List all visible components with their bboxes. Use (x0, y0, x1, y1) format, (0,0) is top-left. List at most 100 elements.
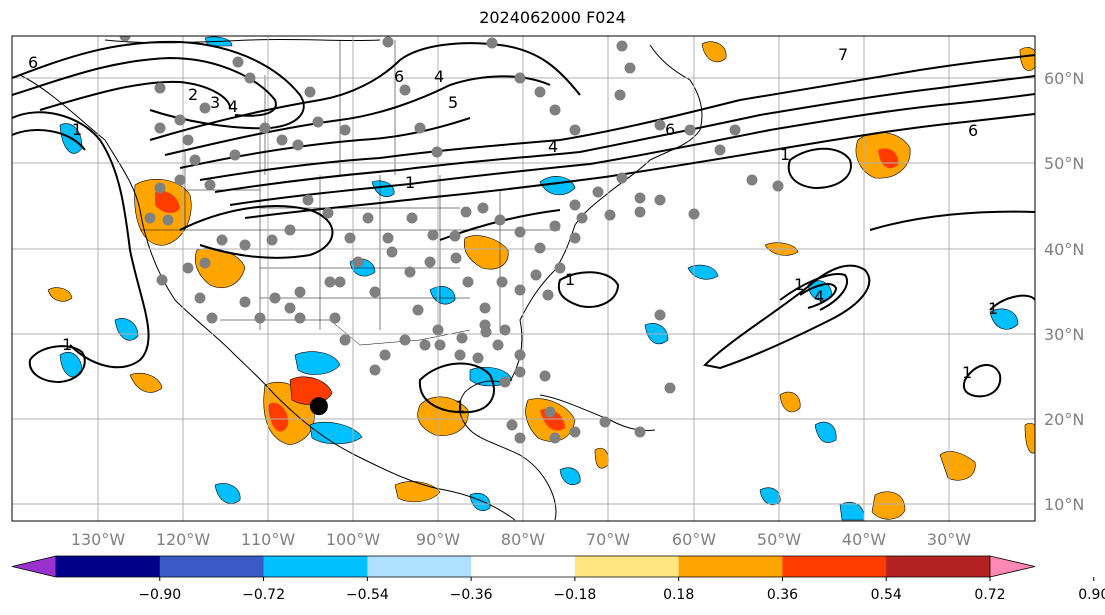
colorbar-swatch (263, 556, 368, 577)
lat-label: 30°N (1044, 325, 1084, 344)
contour-label: 6 (968, 121, 978, 140)
colorbar-extend-low (11, 555, 57, 578)
contour-label: 1 (988, 299, 998, 318)
station-dot (266, 234, 278, 246)
colorbar-swatch (574, 556, 680, 577)
station-dot (456, 332, 468, 344)
station-dot (276, 134, 288, 146)
station-dot (189, 154, 201, 166)
colorbar: −0.90 −0.72 −0.54 −0.36 −0.18 0.18 0.36 0.54 0.7… (11, 555, 1105, 603)
station-dot (654, 309, 666, 321)
colorbar-swatch (367, 556, 472, 577)
longitude-labels: 130°W 120°W 110°W 100°W 90°W 80°W 70°W 6… (71, 530, 971, 549)
station-dot (382, 232, 394, 244)
contour-label: 5 (448, 93, 458, 112)
station-dot (369, 364, 381, 376)
station-dot (199, 102, 211, 114)
station-dot (399, 84, 411, 96)
station-dot (592, 186, 604, 198)
station-dot (514, 72, 526, 84)
station-dot (206, 312, 218, 324)
station-dot (244, 72, 256, 84)
station-dot (424, 256, 436, 268)
contour-label: 1 (794, 275, 804, 294)
station-dot (499, 324, 511, 336)
lon-label: 120°W (156, 530, 211, 549)
lat-label: 40°N (1044, 240, 1084, 259)
station-dot (569, 426, 581, 438)
station-dot (414, 122, 426, 134)
station-dot (399, 334, 411, 346)
lat-label: 10°N (1044, 495, 1084, 514)
station-dot (549, 220, 561, 232)
station-dot (534, 86, 546, 98)
station-dot (432, 324, 444, 336)
station-dot (119, 36, 131, 42)
colorbar-tick-label: −0.90 (138, 587, 181, 603)
station-dot (182, 134, 194, 146)
colorbar-tick-label: 0.54 (871, 587, 902, 603)
map-frame (11, 35, 1036, 522)
station-dot (514, 366, 526, 378)
station-dot (324, 276, 336, 288)
lon-label: 130°W (71, 530, 126, 549)
lon-label: 30°W (927, 530, 971, 549)
colorbar-tick-label: 0.18 (663, 587, 694, 603)
station-dot (284, 224, 296, 236)
station-dot (688, 208, 700, 220)
station-dot (334, 276, 346, 288)
contour-label: 1 (962, 363, 972, 382)
station-dot (379, 349, 391, 361)
highlight-marker (309, 397, 328, 416)
station-dot (339, 124, 351, 136)
station-dot (259, 122, 271, 134)
station-dot (477, 202, 489, 214)
lon-label: 80°W (501, 530, 545, 549)
station-dot (239, 239, 251, 251)
contour-label: 6 (665, 120, 675, 139)
contour-label: 4 (814, 287, 824, 306)
station-dot (239, 296, 251, 308)
lon-label: 50°W (757, 530, 801, 549)
station-dot (616, 172, 628, 184)
station-dot (514, 226, 526, 238)
station-dot (312, 116, 324, 128)
station-dot (729, 124, 741, 136)
station-dot (549, 432, 561, 444)
station-dot (344, 232, 356, 244)
station-dot (154, 82, 166, 94)
contour-label: 1 (72, 120, 82, 139)
station-dot (479, 302, 491, 314)
station-dot (654, 194, 666, 206)
station-dot (614, 89, 626, 101)
station-dot (492, 339, 504, 351)
colorbar-tick-label: 0.36 (767, 587, 798, 603)
station-dot (352, 256, 364, 268)
station-dot (322, 207, 334, 219)
station-dot (654, 119, 666, 131)
shaded-anomalies (47, 36, 1035, 521)
station-dot (339, 334, 351, 346)
lon-label: 70°W (586, 530, 630, 549)
station-dot (494, 214, 506, 226)
colorbar-swatch (159, 556, 265, 577)
station-dot (174, 174, 186, 186)
station-dot (294, 312, 306, 324)
colorbar-tick-label: 0.90 (1078, 587, 1105, 603)
contour-label: 1 (565, 270, 575, 289)
colorbar-tick-label: −0.72 (242, 587, 285, 603)
contour-label: 1 (780, 145, 790, 164)
station-dot (406, 212, 418, 224)
station-dot (254, 312, 266, 324)
station-dot (431, 146, 443, 158)
station-dot (454, 349, 466, 361)
station-dot (569, 199, 581, 211)
station-dot (292, 139, 304, 151)
contour-label: 4 (434, 67, 444, 86)
lon-label: 100°W (326, 530, 381, 549)
map-title: 2024062000 F024 (479, 8, 626, 27)
station-dots (119, 36, 784, 444)
station-dot (496, 276, 508, 288)
contour-label: 6 (28, 53, 38, 72)
colorbar-extend-high (989, 555, 1036, 578)
